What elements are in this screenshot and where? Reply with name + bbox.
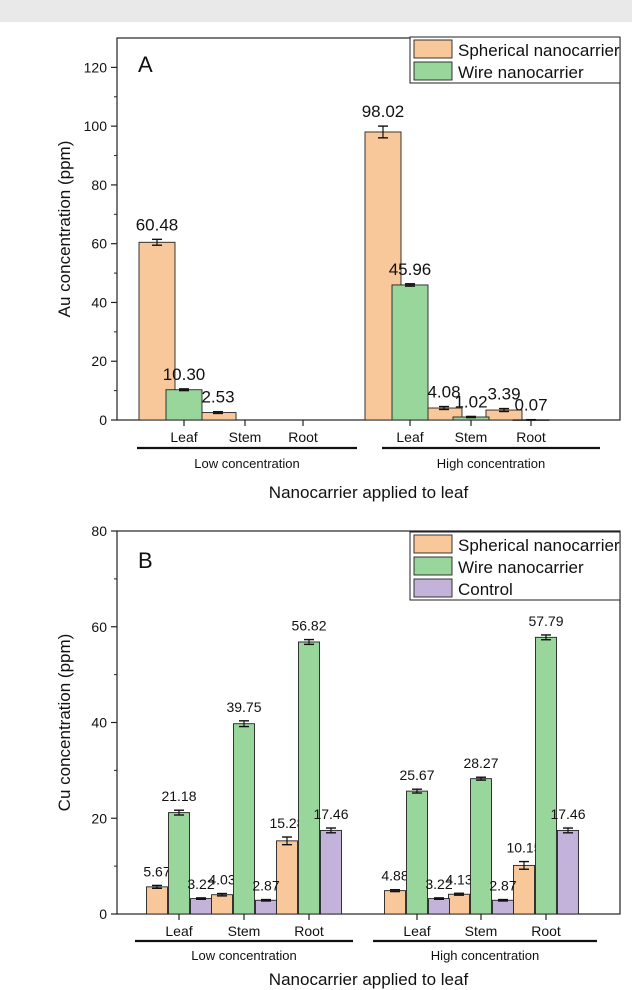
group-label-a: Low concentration — [194, 456, 300, 471]
bar-b-series1-2 — [298, 641, 320, 915]
bar-b-series2-2 — [320, 829, 342, 915]
category-label-b: Leaf — [165, 923, 192, 939]
data-label-a: 4.08 — [427, 383, 460, 402]
y-tick-label-b: 40 — [91, 715, 107, 731]
data-label-b: 17.46 — [313, 806, 348, 822]
data-label-a: 2.53 — [201, 388, 234, 407]
legend-label-a: Wire nanocarrier — [458, 63, 584, 82]
data-label-a: 1.02 — [454, 392, 487, 411]
bar-a-series1-0 — [165, 389, 203, 421]
legend-swatch-b — [413, 534, 453, 554]
data-label-b: 3.22 — [425, 876, 452, 892]
bar-b-series0-5 — [513, 864, 535, 915]
bar-b-series0-0 — [146, 886, 168, 915]
legend-swatch-b — [413, 556, 453, 576]
legend-label-b: Control — [458, 580, 513, 599]
category-label-b: Root — [531, 923, 561, 939]
bar-b-series1-1 — [233, 723, 255, 915]
category-label-b: Stem — [228, 923, 261, 939]
y-tick-label-b: 80 — [91, 523, 107, 539]
category-label-a: Root — [516, 429, 546, 445]
panel-letter-a: A — [138, 52, 153, 77]
y-tick-label-a: 100 — [84, 118, 108, 134]
bar-b-series2-1 — [255, 899, 277, 915]
data-label-a: 10.30 — [163, 365, 206, 384]
bar-b-series2-0 — [190, 898, 212, 915]
x-axis-label-b: Nanocarrier applied to leaf — [269, 970, 469, 989]
data-label-a: 98.02 — [362, 102, 405, 121]
data-label-b: 39.75 — [226, 699, 261, 715]
legend-label-b: Wire nanocarrier — [458, 558, 584, 577]
category-label-b: Root — [294, 923, 324, 939]
data-label-b: 15.28 — [269, 815, 304, 831]
data-label-b: 21.18 — [161, 788, 196, 804]
bar-b-series0-3 — [384, 890, 406, 915]
bar-b-series0-2 — [276, 840, 298, 915]
y-tick-label-b: 0 — [99, 906, 107, 922]
panel-letter-b: B — [138, 548, 153, 573]
x-axis-label-a: Nanocarrier applied to leaf — [269, 483, 469, 502]
bar-b-series1-3 — [406, 790, 428, 915]
data-label-b: 4.03 — [208, 872, 235, 888]
y-tick-label-a: 120 — [84, 59, 108, 75]
group-label-a: High concentration — [437, 456, 545, 471]
category-label-b: Leaf — [403, 923, 430, 939]
data-label-b: 25.67 — [399, 767, 434, 783]
category-label-a: Stem — [455, 429, 488, 445]
data-label-b: 2.87 — [489, 878, 516, 894]
category-label-a: Root — [288, 429, 318, 445]
bar-b-series0-4 — [448, 893, 470, 915]
bar-b-series1-5 — [535, 636, 557, 915]
data-label-b: 57.79 — [528, 613, 563, 629]
legend-label-b: Spherical nanocarrier — [458, 536, 620, 555]
category-label-b: Stem — [465, 923, 498, 939]
y-tick-label-a: 80 — [91, 177, 107, 193]
data-label-b: 10.15 — [506, 840, 541, 856]
bar-b-series2-5 — [557, 829, 579, 915]
data-label-a: 45.96 — [389, 260, 432, 279]
data-label-a: 0.07 — [514, 396, 547, 415]
data-label-b: 4.13 — [445, 871, 472, 887]
y-tick-label-a: 20 — [91, 353, 107, 369]
bar-b-series0-1 — [211, 894, 233, 915]
top-bar — [0, 0, 632, 22]
bar-b-series2-4 — [492, 899, 514, 915]
legend-swatch-a — [413, 39, 453, 59]
data-label-b: 28.27 — [463, 755, 498, 771]
data-label-a: 3.39 — [487, 385, 520, 404]
legend-swatch-a — [413, 61, 453, 81]
data-label-b: 5.67 — [143, 863, 170, 879]
data-label-a: 60.48 — [136, 215, 179, 234]
bar-b-series1-0 — [168, 812, 190, 915]
data-label-b: 2.87 — [252, 878, 279, 894]
data-label-b: 56.82 — [291, 618, 326, 634]
category-label-a: Leaf — [170, 429, 197, 445]
data-label-b: 17.46 — [550, 806, 585, 822]
group-label-b: Low concentration — [191, 948, 297, 963]
data-label-b: 4.88 — [381, 868, 408, 884]
y-axis-label-b: Cu concentration (ppm) — [55, 634, 74, 812]
legend-swatch-b — [413, 578, 453, 598]
y-tick-label-a: 0 — [99, 412, 107, 428]
y-tick-label-a: 60 — [91, 236, 107, 252]
bar-b-series2-3 — [428, 898, 450, 915]
bar-b-series1-4 — [470, 778, 492, 915]
y-tick-label-b: 60 — [91, 619, 107, 635]
y-axis-label-a: Au concentration (ppm) — [55, 141, 74, 318]
legend-label-a: Spherical nanocarrier — [458, 41, 620, 60]
category-label-a: Stem — [229, 429, 262, 445]
group-label-b: High concentration — [431, 948, 539, 963]
data-label-b: 3.22 — [187, 876, 214, 892]
bar-a-series1-3 — [391, 284, 429, 421]
category-label-a: Leaf — [396, 429, 423, 445]
y-tick-label-a: 40 — [91, 294, 107, 310]
y-tick-label-b: 20 — [91, 810, 107, 826]
